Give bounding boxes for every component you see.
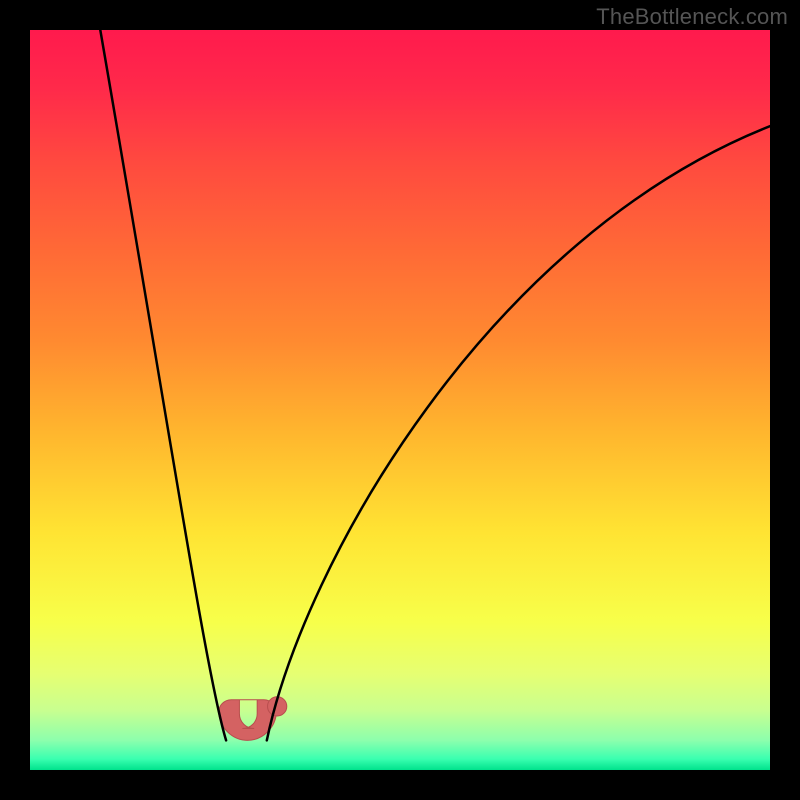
chart-stage: TheBottleneck.com (0, 0, 800, 800)
watermark-text: TheBottleneck.com (596, 4, 788, 30)
bottleneck-chart (30, 30, 770, 770)
performance-gradient-background (30, 30, 770, 770)
